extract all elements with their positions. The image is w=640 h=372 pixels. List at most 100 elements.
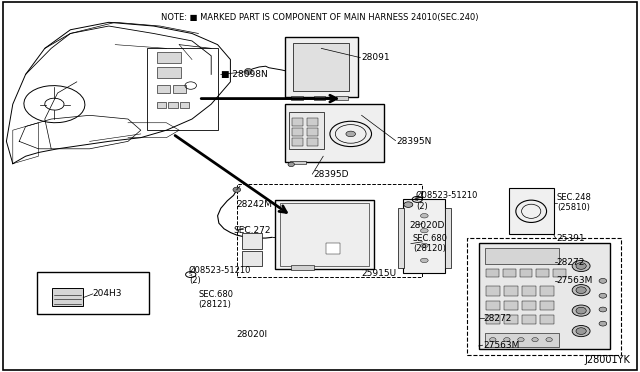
Bar <box>486 301 500 310</box>
Bar <box>307 138 318 146</box>
Bar <box>485 333 559 347</box>
Bar <box>536 269 549 277</box>
Ellipse shape <box>420 214 428 218</box>
Bar <box>52 288 83 306</box>
Bar <box>307 118 318 126</box>
Text: ■ 28098N: ■ 28098N <box>221 70 268 79</box>
Ellipse shape <box>244 68 252 74</box>
Ellipse shape <box>420 243 428 248</box>
Text: 27563M: 27563M <box>483 341 520 350</box>
Bar <box>553 269 566 277</box>
Ellipse shape <box>572 326 590 337</box>
Text: 28272: 28272 <box>483 314 511 323</box>
Text: SEC.272: SEC.272 <box>234 226 271 235</box>
Bar <box>479 243 610 349</box>
Text: SEC.248
(25810): SEC.248 (25810) <box>557 193 591 212</box>
Bar <box>280 203 369 266</box>
Bar <box>522 315 536 324</box>
Text: 28272: 28272 <box>557 258 585 267</box>
Ellipse shape <box>572 305 590 316</box>
Bar <box>173 85 186 93</box>
Bar <box>168 102 178 108</box>
Bar <box>336 96 348 100</box>
Text: 28091: 28091 <box>362 53 390 62</box>
Text: 28395N: 28395N <box>397 137 432 146</box>
Ellipse shape <box>420 228 428 233</box>
Bar <box>540 315 554 324</box>
Ellipse shape <box>420 258 428 263</box>
Bar <box>285 37 358 97</box>
Bar <box>504 315 518 324</box>
Bar <box>291 96 303 100</box>
Ellipse shape <box>490 338 496 341</box>
Bar <box>292 138 303 146</box>
Text: J28001YK: J28001YK <box>584 355 630 365</box>
Bar <box>292 118 303 126</box>
Bar <box>540 286 554 296</box>
Text: 28242M: 28242M <box>237 200 273 209</box>
Ellipse shape <box>233 187 241 192</box>
Bar <box>467 238 621 355</box>
Bar <box>275 200 374 269</box>
Bar <box>293 43 349 91</box>
Bar <box>520 269 532 277</box>
Bar <box>486 286 500 296</box>
Ellipse shape <box>599 307 607 312</box>
Bar <box>509 188 554 234</box>
Bar <box>157 67 181 78</box>
Bar <box>237 184 422 277</box>
Ellipse shape <box>576 287 586 294</box>
Bar <box>486 315 500 324</box>
Bar <box>242 251 262 266</box>
Ellipse shape <box>504 338 510 341</box>
Bar <box>291 265 314 270</box>
Ellipse shape <box>576 263 586 269</box>
Text: 25915U: 25915U <box>362 269 397 278</box>
Ellipse shape <box>404 202 413 207</box>
Bar <box>485 248 559 264</box>
Ellipse shape <box>288 162 294 167</box>
Ellipse shape <box>572 260 590 272</box>
Text: Ø08523-51210
(2): Ø08523-51210 (2) <box>189 266 251 285</box>
Bar <box>147 48 218 130</box>
Bar <box>503 269 516 277</box>
Bar <box>242 232 262 249</box>
Bar <box>285 104 384 162</box>
Ellipse shape <box>576 328 586 334</box>
Bar <box>157 52 181 63</box>
Bar <box>445 208 451 268</box>
Bar <box>37 272 149 314</box>
Bar <box>292 128 303 136</box>
Ellipse shape <box>599 321 607 326</box>
Ellipse shape <box>599 293 607 298</box>
Text: 28020D: 28020D <box>410 221 445 230</box>
Bar <box>157 102 166 108</box>
Bar <box>504 301 518 310</box>
Bar <box>326 243 340 254</box>
Ellipse shape <box>546 338 552 341</box>
Bar <box>157 85 170 93</box>
Text: SEC.680
(28121): SEC.680 (28121) <box>198 290 234 309</box>
Ellipse shape <box>346 131 356 137</box>
Bar <box>522 301 536 310</box>
Text: SEC.680
(28120): SEC.680 (28120) <box>413 234 448 253</box>
Text: 25391: 25391 <box>557 234 586 243</box>
Ellipse shape <box>532 338 538 341</box>
Bar <box>486 269 499 277</box>
Text: 204H3: 204H3 <box>93 289 122 298</box>
Text: Ø08523-51210
(2): Ø08523-51210 (2) <box>416 191 478 211</box>
Bar <box>314 96 325 100</box>
Ellipse shape <box>518 338 524 341</box>
Bar <box>403 199 445 273</box>
Bar <box>290 161 306 164</box>
Text: S: S <box>414 197 418 202</box>
Ellipse shape <box>599 278 607 283</box>
Ellipse shape <box>576 307 586 314</box>
Text: 28020I: 28020I <box>237 330 268 339</box>
Bar <box>522 286 536 296</box>
Text: 28395D: 28395D <box>314 170 349 179</box>
Bar <box>540 301 554 310</box>
Text: 27563M: 27563M <box>557 276 593 285</box>
Text: NOTE: ■ MARKED PART IS COMPONENT OF MAIN HARNESS 24010(SEC.240): NOTE: ■ MARKED PART IS COMPONENT OF MAIN… <box>161 13 479 22</box>
Bar <box>398 208 404 268</box>
